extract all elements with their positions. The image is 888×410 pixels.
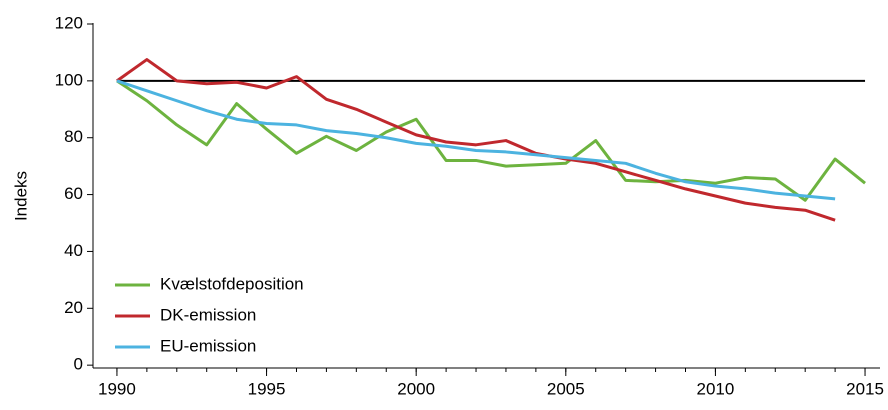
series-line <box>116 79 866 202</box>
series-line <box>116 79 836 201</box>
x-tick-label: 1990 <box>98 379 136 398</box>
series-line <box>116 58 836 222</box>
y-tick-label: 20 <box>64 298 83 317</box>
x-tick-label: 2005 <box>547 379 585 398</box>
legend-label: EU-emission <box>160 336 256 355</box>
legend-label: Kvælstofdeposition <box>160 274 304 293</box>
x-tick-label: 2015 <box>846 379 884 398</box>
y-tick-label: 80 <box>64 127 83 146</box>
y-tick-label: 0 <box>74 355 83 374</box>
y-axis-label: Indeks <box>11 171 30 221</box>
y-tick-label: 120 <box>55 13 83 32</box>
y-tick-label: 60 <box>64 184 83 203</box>
x-tick-label: 2010 <box>697 379 735 398</box>
x-tick-label: 2000 <box>397 379 435 398</box>
x-tick-label: 1995 <box>248 379 286 398</box>
legend-label: DK-emission <box>160 305 256 324</box>
y-tick-label: 100 <box>55 70 83 89</box>
y-tick-label: 40 <box>64 241 83 260</box>
